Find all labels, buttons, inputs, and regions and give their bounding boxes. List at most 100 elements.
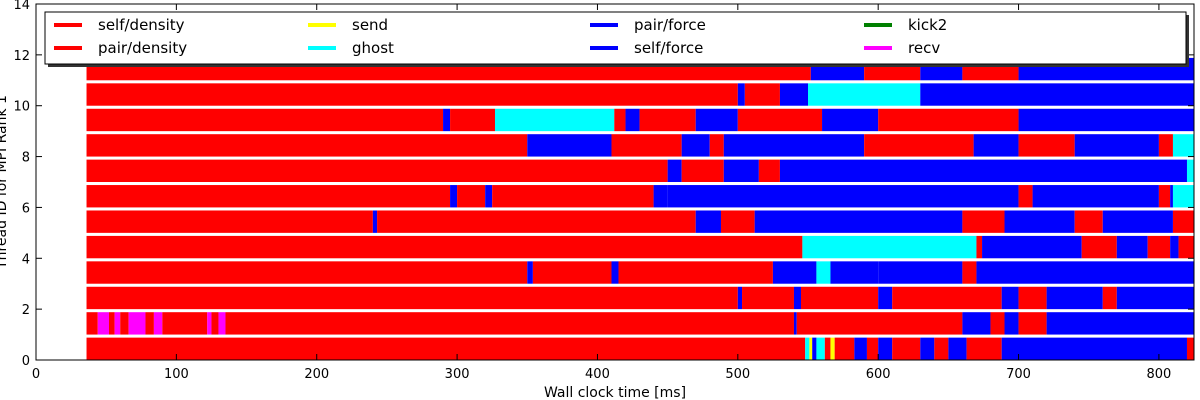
thread-3-segment [816,261,831,284]
thread-2-segment [1046,286,1103,310]
thread-0-segment [824,337,831,360]
thread-2-segment [737,286,743,310]
thread-4-segment [86,235,803,259]
y-tick-label: 2 [22,303,30,318]
thread-2-segment [800,286,879,310]
thread-0-segment [866,337,879,360]
x-tick-label: 200 [304,367,329,382]
thread-5-segment [372,210,378,233]
thread-5-segment [1172,210,1194,233]
thread-9-segment [1018,108,1194,132]
thread-1-segment [218,312,226,335]
legend-label: pair/force [634,16,706,34]
y-tick-label: 10 [13,100,30,115]
legend-label: ghost [352,39,394,57]
thread-1-segment [796,312,963,335]
thread-1-segment [1018,312,1047,335]
thread-0-segment [805,337,810,360]
thread-9-segment [737,108,823,132]
thread-3-segment [830,261,879,284]
thread-2-segment [1102,286,1117,310]
legend-label: recv [908,39,940,57]
thread-8-segment [681,134,710,157]
thread-0-segment [812,337,817,360]
thread-6-segment [457,185,486,208]
thread-7-segment [667,159,682,182]
thread-6-segment [1018,185,1033,208]
thread-7-segment [723,159,759,182]
thread-6-segment [667,185,1019,208]
thread-8-segment [864,134,974,157]
thread-0-segment [86,337,806,360]
thread-10-segment [744,83,780,106]
x-axis: 0 100 200 300 400 500 600 700 800 [32,4,1171,382]
thread-7-segment [1186,159,1194,182]
thread-6-segment [450,185,458,208]
legend-box [44,11,1187,65]
thread-9-segment [450,108,495,132]
thread-5-segment [754,210,963,233]
thread-1-segment [153,312,163,335]
thread-3-segment [86,261,528,284]
thread-2-segment [1116,286,1194,310]
x-tick-label: 100 [164,367,189,382]
thread-10-segment [779,83,808,106]
thread-8-segment [1018,134,1075,157]
thread-0-segment [934,337,949,360]
thread-3-segment [878,261,963,284]
x-tick-label: 400 [585,367,610,382]
thread-10-segment [737,83,745,106]
x-tick-label: 700 [1006,367,1031,382]
thread-0-segment [809,337,813,360]
thread-8-segment [611,134,682,157]
thread-5-segment [1074,210,1103,233]
thread-1-segment [162,312,208,335]
thread-3-segment [772,261,817,284]
thread-1-segment [1046,312,1194,335]
thread-6-segment [492,185,654,208]
thread-8-segment [86,134,528,157]
thread-1-segment [990,312,1005,335]
thread-9-segment [494,108,615,132]
thread-9-segment [86,108,444,132]
thread-0-segment [920,337,935,360]
legend-label: pair/density [98,39,187,57]
thread-1-segment [120,312,129,335]
thread-3-segment [618,261,773,284]
thread-1-segment [108,312,115,335]
thread-4-segment [1170,235,1179,259]
thread-8-segment [973,134,1019,157]
thread-2-segment [892,286,1002,310]
thread-6-segment [1172,185,1194,208]
thread-9-segment [639,108,696,132]
thread-5-segment [1004,210,1075,233]
legend-label: kick2 [908,16,947,34]
thread-8-segment [709,134,724,157]
thread-6-segment [1032,185,1159,208]
thread-10-segment [86,83,738,106]
thread-2-segment [86,286,738,310]
thread-6-segment [485,185,493,208]
thread-0-segment [816,337,825,360]
thread-1-segment [145,312,154,335]
thread-8-segment [527,134,612,157]
thread-bars [86,57,1194,360]
legend-label: send [352,16,388,34]
thread-0-segment [834,337,855,360]
y-axis-label: Thread ID for MPI Rank 1 [0,95,10,270]
thread-9-segment [822,108,879,132]
thread-4-segment [982,235,1082,259]
thread-5-segment [377,210,696,233]
thread-6-segment [1170,185,1173,208]
thread-0-segment [1186,337,1194,360]
thread-7-segment [86,159,668,182]
thread-3-segment [962,261,977,284]
x-tick-label: 300 [445,367,470,382]
thread-3-segment [611,261,619,284]
thread-0-segment [854,337,867,360]
plot-frame [35,3,1195,361]
thread-10-segment [808,83,921,106]
legend-label: self/force [634,39,703,57]
thread-7-segment [779,159,1187,182]
